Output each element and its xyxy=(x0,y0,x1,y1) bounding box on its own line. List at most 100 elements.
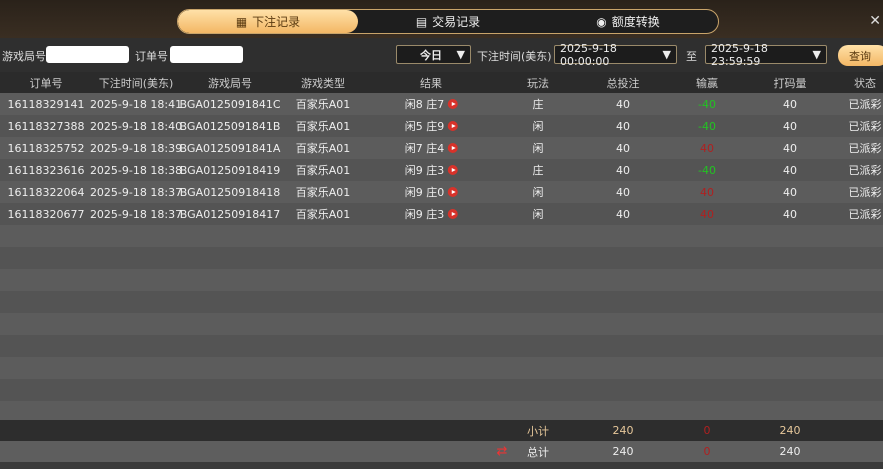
play-video-icon[interactable] xyxy=(447,143,458,153)
game-round-label: 游戏局号 xyxy=(2,50,46,63)
cell-result: 闲8 庄7 xyxy=(405,93,458,115)
cell-game-round: BGA0125091841A xyxy=(180,137,281,159)
chevron-down-icon: ▼ xyxy=(662,48,671,61)
play-video-icon[interactable] xyxy=(447,187,458,197)
cell-bet-time: 2025-9-18 18:39 xyxy=(90,137,182,159)
cell-order-no: 16118323616 xyxy=(8,159,85,181)
cell-text: 闲 xyxy=(532,186,544,199)
total-row: ⇄ 总计 240 0 240 xyxy=(0,441,883,462)
cell-text: 2025-9-18 18:41 xyxy=(89,97,183,111)
empty-row xyxy=(0,335,883,357)
cell-order-no: 16118322064 xyxy=(8,181,85,203)
cell-bet-time: 2025-9-18 18:41 xyxy=(90,93,182,115)
column-header-bet-time: 下注时间(美东) xyxy=(98,76,174,90)
cell-text: 40 xyxy=(616,97,630,111)
cell-game-round: BGA01250918418 xyxy=(180,181,280,203)
cell-text: BGA0125091841A xyxy=(179,141,281,155)
empty-row xyxy=(0,225,883,247)
tab-credit-transfer[interactable]: ◉ 额度转换 xyxy=(538,10,718,33)
subtotal-row: 小计 240 0 240 xyxy=(0,420,883,441)
filter-bar: 游戏局号 订单号 今日 ▼ 下注时间(美东) 2025-9-18 00:00:00… xyxy=(0,38,883,72)
cell-text: 40 xyxy=(616,185,630,199)
period-select[interactable]: 今日 ▼ xyxy=(396,45,471,64)
cell-win-loss: 40 xyxy=(700,137,714,159)
subtotal-bet: 240 xyxy=(612,424,634,437)
tab-bar: ▦ 下注记录 ▤ 交易记录 ◉ 额度转换 xyxy=(177,9,719,34)
cell-game-type: 百家乐A01 xyxy=(296,181,351,203)
column-header-order-no: 订单号 xyxy=(29,76,63,90)
cell-text: 16118327388 xyxy=(7,119,85,133)
column-header-game-round: 游戏局号 xyxy=(208,76,252,90)
cell-win-loss: -40 xyxy=(698,93,716,115)
cell-text: 已派彩 xyxy=(848,208,882,221)
cell-text: 16118329141 xyxy=(7,97,85,111)
cell-text: 庄 xyxy=(532,164,544,177)
cell-status: 已派彩 xyxy=(849,137,882,159)
cell-status: 已派彩 xyxy=(849,115,882,137)
cell-game-type: 百家乐A01 xyxy=(296,137,351,159)
to-label: 至 xyxy=(686,50,697,63)
order-input[interactable] xyxy=(170,46,243,63)
query-button[interactable]: 查询 xyxy=(838,45,883,66)
cell-text: 已派彩 xyxy=(848,142,882,155)
cell-turnover: 40 xyxy=(783,159,797,181)
total-turnover: 240 xyxy=(779,445,801,458)
total-bet: 240 xyxy=(612,445,634,458)
start-time-select[interactable]: 2025-9-18 00:00:00 ▼ xyxy=(554,42,677,68)
cell-text: 40 xyxy=(783,207,797,221)
cell-win-loss: 40 xyxy=(700,181,714,203)
chevron-down-icon: ▼ xyxy=(456,48,465,61)
cell-text: 已派彩 xyxy=(848,98,882,111)
cell-result: 闲5 庄9 xyxy=(405,115,458,137)
cell-text: 闲8 庄7 xyxy=(404,98,445,111)
cell-text: BGA0125091841C xyxy=(179,97,281,111)
cell-total-bet: 40 xyxy=(616,137,630,159)
empty-row xyxy=(0,379,883,401)
tab-transaction-records[interactable]: ▤ 交易记录 xyxy=(358,10,538,33)
column-header-game-type: 游戏类型 xyxy=(301,76,345,90)
cell-turnover: 40 xyxy=(783,93,797,115)
play-video-icon[interactable] xyxy=(447,99,458,109)
play-video-icon[interactable] xyxy=(447,121,458,131)
subtotal-label: 小计 xyxy=(527,424,549,438)
cell-text: 闲9 庄3 xyxy=(404,164,445,177)
empty-row xyxy=(0,291,883,313)
cell-game-round: BGA01250918417 xyxy=(180,203,280,225)
play-video-icon[interactable] xyxy=(447,165,458,175)
empty-row xyxy=(0,313,883,335)
end-time-select[interactable]: 2025-9-18 23:59:59 ▼ xyxy=(705,42,827,68)
total-label: 总计 xyxy=(527,445,549,459)
cell-text: 已派彩 xyxy=(848,120,882,133)
cell-total-bet: 40 xyxy=(616,203,630,225)
cell-text: 百家乐A01 xyxy=(295,164,351,177)
cell-text: 闲9 庄0 xyxy=(404,186,445,199)
table-row: 16118327388 2025-9-18 18:40 BGA0125091841B… xyxy=(0,115,883,137)
total-win: 0 xyxy=(703,445,711,458)
cell-text: 2025-9-18 18:40 xyxy=(89,119,183,133)
cell-text: BGA01250918417 xyxy=(179,207,281,221)
cell-text: 40 xyxy=(616,119,630,133)
table-row: 16118322064 2025-9-18 18:37 BGA01250918418… xyxy=(0,181,883,203)
cell-text: 闲 xyxy=(532,120,544,133)
empty-row xyxy=(0,401,883,423)
tab-bet-records[interactable]: ▦ 下注记录 xyxy=(178,10,358,33)
cell-text: 40 xyxy=(700,185,714,199)
tab-label: 下注记录 xyxy=(252,15,301,29)
play-video-icon[interactable] xyxy=(447,209,458,219)
end-time-value: 2025-9-18 23:59:59 xyxy=(711,41,768,68)
cell-text: 40 xyxy=(783,119,797,133)
table-row: 16118325752 2025-9-18 18:39 BGA0125091841A… xyxy=(0,137,883,159)
column-header-result: 结果 xyxy=(420,76,442,90)
cell-bet-type: 闲 xyxy=(533,115,544,137)
cell-turnover: 40 xyxy=(783,181,797,203)
time-label: 下注时间(美东) xyxy=(477,50,552,63)
refresh-icon[interactable]: ⇄ xyxy=(496,444,508,459)
cell-text: BGA0125091841B xyxy=(179,119,281,133)
column-header-win-loss: 输赢 xyxy=(696,76,718,90)
cell-game-type: 百家乐A01 xyxy=(296,203,351,225)
order-label: 订单号 xyxy=(135,50,168,63)
close-icon[interactable]: ✕ xyxy=(869,13,881,29)
cell-status: 已派彩 xyxy=(849,93,882,115)
game-round-input[interactable] xyxy=(46,46,129,63)
table-header: 订单号 下注时间(美东) 游戏局号 游戏类型 结果 玩法 总投注 输赢 打码量 状态 xyxy=(0,72,883,93)
